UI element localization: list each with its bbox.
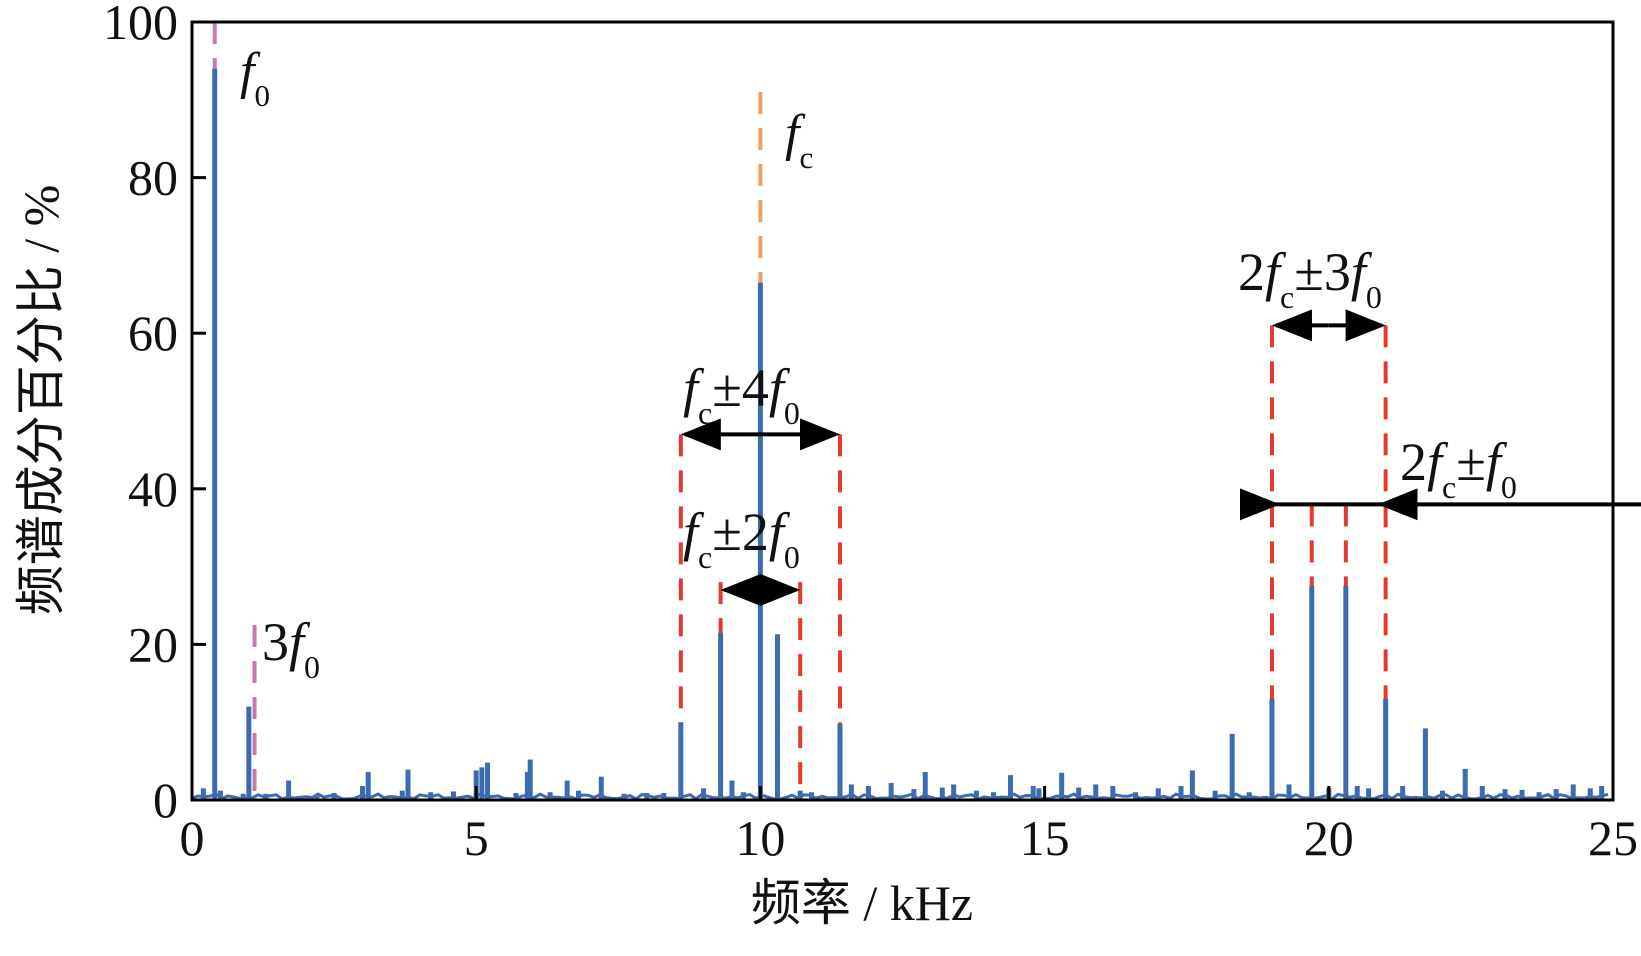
x-tick-label: 0 — [180, 810, 205, 866]
x-axis-label: 频率 / kHz — [751, 875, 973, 931]
x-tick-label: 25 — [1588, 810, 1638, 866]
x-tick-label: 15 — [1020, 810, 1070, 866]
y-tick-label: 0 — [153, 772, 178, 828]
y-tick-label: 100 — [103, 0, 178, 50]
y-axis-label: 频谱成分百分比 / % — [13, 185, 69, 616]
y-tick-label: 40 — [128, 461, 178, 517]
annotation-label: fc±2f0 — [683, 502, 800, 575]
annotation-label: fc — [785, 105, 813, 175]
x-tick-label: 10 — [735, 810, 785, 866]
x-tick-label: 5 — [464, 810, 489, 866]
y-tick-label: 20 — [128, 616, 178, 672]
y-tick-label: 60 — [128, 305, 178, 361]
axes: 0 5 10 15 20 25 0 20 40 60 80 100 — [103, 0, 1638, 866]
plot-frame — [190, 20, 1615, 802]
x-tick-label: 20 — [1304, 810, 1354, 866]
plot-area — [190, 22, 1609, 801]
annotation-label: 2fc±f0 — [1400, 432, 1517, 505]
annotation-label: f0 — [240, 43, 270, 113]
annotation-label: 2fc±3f0 — [1238, 242, 1382, 315]
annotation-label: fc±4f0 — [683, 358, 800, 431]
annotation-label: 3f0 — [262, 612, 320, 685]
y-tick-label: 80 — [128, 150, 178, 206]
annotations: f0 3f0 fc fc±4f0 fc±2f0 2fc±3f0 2fc±f0 — [240, 43, 1641, 685]
